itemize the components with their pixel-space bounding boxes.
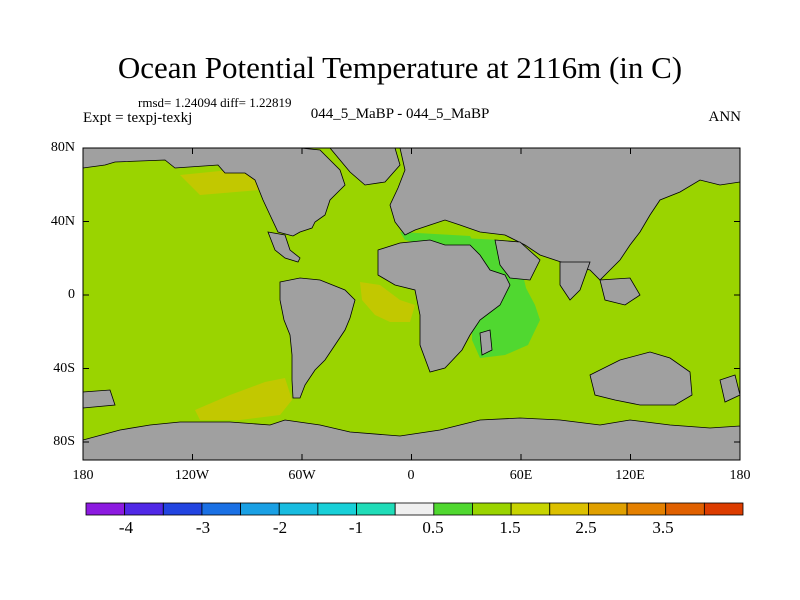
land-africa (377, 239, 511, 373)
land-arabia (494, 239, 541, 281)
land-southeast-asia (599, 277, 641, 306)
lon-label-0: 0 (407, 468, 415, 483)
lat-label-80n: 80N (50, 140, 75, 155)
colorbar-label: 3.5 (652, 518, 674, 537)
colorbar-swatch (665, 502, 705, 516)
lon-label-120w: 120W (174, 468, 210, 483)
lon-label-180e: 180 (729, 468, 751, 483)
lon-label-60w: 60W (288, 468, 316, 483)
colorbar-swatch (472, 502, 512, 516)
lat-label-0: 0 (68, 287, 75, 302)
colorbar-label: 0.5 (422, 518, 444, 537)
lon-label-180w: 180 (72, 468, 94, 483)
lat-label-40s: 40S (53, 361, 75, 376)
colorbar-label: -1 (348, 518, 364, 537)
colorbar-label: -2 (272, 518, 288, 537)
colorbar-swatch (394, 502, 435, 516)
colorbar-swatch (703, 502, 744, 516)
colorbar-swatch (85, 502, 126, 516)
land-greenland (329, 148, 401, 186)
land-india (559, 261, 591, 301)
land-antarctica (83, 417, 740, 460)
colorbar-swatch (588, 502, 628, 516)
colorbar (85, 502, 744, 516)
colorbar-swatch (433, 502, 473, 516)
land-north-america (83, 148, 346, 237)
colorbar-swatch (626, 502, 667, 516)
land-madagascar (479, 329, 493, 356)
ocean-warm-pacific (195, 378, 292, 420)
runs-label: 044_5_MaBP - 044_5_MaBP (310, 106, 490, 122)
colorbar-label: -3 (195, 518, 211, 537)
lon-label-120e: 120E (615, 468, 645, 483)
experiment-label: Expt = texpj-texkj (83, 110, 193, 126)
land-central-america (267, 231, 301, 263)
colorbar-swatch (124, 502, 164, 516)
ocean-warm-north-pacific (180, 168, 260, 195)
colorbar-swatch (240, 502, 280, 516)
colorbar-swatch (201, 502, 241, 516)
lat-label-80s: 80S (53, 434, 75, 449)
ocean-warm-atlantic (360, 282, 415, 322)
map-title: Ocean Potential Temperature at 2116m (in… (117, 50, 683, 85)
colorbar-swatch (356, 502, 396, 516)
colorbar-swatch (278, 502, 319, 516)
lat-label-40n: 40N (50, 214, 75, 229)
colorbar-label: 2.5 (575, 518, 597, 537)
colorbar-swatch (549, 502, 589, 516)
land-australia (589, 351, 693, 406)
colorbar-swatch (317, 502, 357, 516)
colorbar-label: 1.5 (499, 518, 521, 537)
season-label: ANN (708, 109, 742, 125)
colorbar-swatch (510, 502, 551, 516)
stats-label: rmsd= 1.24094 diff= 1.22819 (138, 95, 292, 110)
land-south-america (279, 277, 356, 399)
lon-label-60e: 60E (509, 468, 533, 483)
land-antarctic-peninsula (83, 389, 116, 409)
colorbar-swatch (162, 502, 203, 516)
colorbar-label: -4 (118, 518, 134, 537)
land-new-zealand (719, 374, 740, 403)
